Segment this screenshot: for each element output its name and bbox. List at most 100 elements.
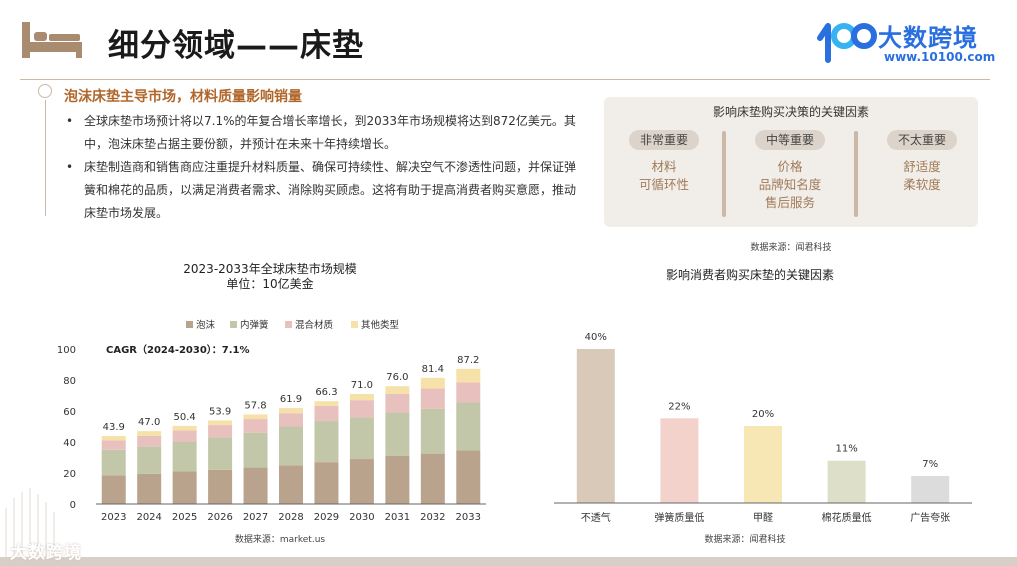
consumer-factors-chart: 40% 不透气 22% 弹簧质量低 20% 甲醛 11% 棉花质量低 7% 广告夸张数据来源：闻君… [554, 332, 972, 545]
stacked-bar-segment [456, 368, 481, 383]
stacked-bar-segment [279, 408, 303, 414]
cagr-annotation: CAGR（2024-2030）：7.1% [106, 343, 250, 356]
factor-item: 品牌知名度 [758, 177, 822, 192]
stacked-bar-segment [349, 417, 374, 460]
factor-level-badge: 中等重要 [755, 130, 825, 150]
stacked-bar-segment [420, 388, 445, 409]
chart-source: 数据来源：market.us [235, 533, 326, 545]
legend-label: 泡沫 [196, 319, 216, 331]
stacked-bar-segment [385, 412, 410, 456]
bar-value-label: 11% [835, 444, 857, 455]
stacked-bar-segment [101, 440, 126, 450]
bar-total-label: 66.3 [315, 387, 337, 398]
factor-column-high: 非常重要 材料 可循环性 [616, 129, 712, 194]
x-tick-label: 2032 [420, 512, 445, 523]
stacked-bar-segment [137, 473, 162, 504]
factor-item: 可循环性 [638, 177, 689, 192]
bar [576, 349, 615, 503]
x-tick-label: 2028 [278, 512, 303, 523]
logo-name: 大数跨境 [878, 24, 978, 52]
bar [827, 460, 866, 503]
section-heading: 泡沫床垫主导市场，材料质量影响销量 [64, 89, 302, 105]
x-tick-label: 2027 [243, 512, 268, 523]
stacked-bar-segment [385, 455, 410, 504]
stacked-bar-segment [208, 469, 233, 504]
bar-value-label: 7% [922, 459, 938, 470]
y-tick-label: 0 [70, 500, 76, 511]
y-tick-label: 60 [63, 407, 76, 418]
stacked-bar-segment [420, 377, 445, 389]
footer-bar [0, 557, 1017, 566]
chart-source: 数据来源：闻君科技 [704, 533, 785, 545]
bullet-item: 床垫制造商和销售商应注重提升材料质量、确保可持续性、解决空气不渗透性问题，并保证… [64, 156, 584, 225]
bullet-list: 全球床垫市场预计将以7.1%的年复合增长率增长，到2033年市场规模将达到872… [64, 110, 584, 225]
timeline-line [45, 100, 46, 216]
stacked-bar-segment [172, 442, 197, 472]
stacked-bar-segment [314, 405, 339, 422]
bed-icon [22, 22, 82, 58]
bar-value-label: 20% [752, 409, 774, 420]
stacked-bar-segment [420, 453, 445, 504]
bar [744, 426, 782, 503]
x-tick-label: 2026 [207, 512, 232, 523]
footer-logo: 大数跨境 [10, 543, 82, 563]
stacked-bar-segment [101, 475, 126, 504]
timeline-marker [38, 84, 52, 98]
x-tick-label: 2033 [456, 512, 481, 523]
stacked-bar-segment [137, 431, 162, 436]
x-tick-label: 2024 [136, 512, 161, 523]
market-size-chart: 泡沫 内弹簧 混合材质 其他类型 0 20 40 60 80 100 CAGR（2024-2030）… [57, 319, 486, 545]
stacked-bar-segment [314, 462, 339, 504]
legend-label: 内弹簧 [240, 319, 269, 331]
logo-url[interactable]: www.10100.com [884, 50, 996, 64]
stacked-bar-segment [456, 382, 481, 403]
decision-factors-panel: 影响床垫购买决策的关键因素 非常重要 材料 可循环性 中等重要 价格 品牌知名度… [604, 97, 978, 227]
factor-column-low: 不太重要 舒适度 柔软度 [874, 129, 970, 194]
market-chart-title: 2023-2033年全球床垫市场规模 单位：10亿美金 [110, 262, 430, 292]
factor-divider [854, 131, 858, 217]
bar-total-label: 87.2 [457, 355, 479, 366]
stacked-bar-segment [243, 432, 268, 468]
bar-value-label: 40% [585, 332, 607, 343]
stacked-bar-segment [137, 446, 162, 474]
stacked-bar-segment [349, 459, 374, 504]
stacked-bar-segment [101, 435, 126, 441]
page-title: 细分领域——床垫 [108, 28, 364, 64]
stacked-bar-segment [208, 420, 233, 426]
consumer-factors-chart-title: 影响消费者购买床垫的关键因素 [665, 268, 834, 282]
bar-total-label: 50.4 [174, 412, 196, 423]
factors-title: 影响床垫购买决策的关键因素 [712, 105, 869, 119]
stacked-bar-segment [208, 425, 233, 438]
factor-level-badge: 不太重要 [887, 130, 957, 150]
stacked-bar-segment [101, 449, 126, 476]
logo-icon [817, 23, 877, 63]
stacked-bar-segment [385, 393, 410, 413]
stacked-bar-segment [314, 421, 339, 463]
legend-swatch [351, 321, 358, 328]
x-tick-label: 棉花质量低 [822, 511, 872, 524]
stacked-bar-segment [456, 402, 481, 451]
x-tick-label: 广告夸张 [910, 511, 950, 524]
bar-total-label: 61.9 [280, 394, 302, 405]
bar [911, 476, 950, 503]
bullet-item: 全球床垫市场预计将以7.1%的年复合增长率增长，到2033年市场规模将达到872… [64, 110, 584, 156]
y-tick-label: 100 [57, 345, 76, 356]
stacked-bar-segment [314, 401, 339, 406]
stacked-bar-segment [243, 467, 268, 504]
title-divider [20, 79, 990, 80]
stacked-bar-segment [279, 426, 303, 466]
market-chart-subtitle: 单位：10亿美金 [226, 277, 314, 291]
y-tick-label: 80 [63, 376, 76, 387]
decorative-lines [5, 488, 55, 558]
factor-item: 舒适度 [903, 159, 941, 174]
legend-label: 混合材质 [295, 319, 334, 331]
bar-total-label: 47.0 [138, 417, 160, 428]
factor-divider [722, 131, 726, 217]
legend-swatch [186, 321, 193, 328]
y-tick-label: 40 [63, 438, 76, 449]
stacked-bar-segment [172, 471, 197, 504]
factor-item: 售后服务 [764, 195, 815, 210]
stacked-bar-segment [349, 393, 374, 401]
bar-total-label: 76.0 [386, 372, 408, 383]
y-tick-label: 20 [63, 469, 76, 480]
